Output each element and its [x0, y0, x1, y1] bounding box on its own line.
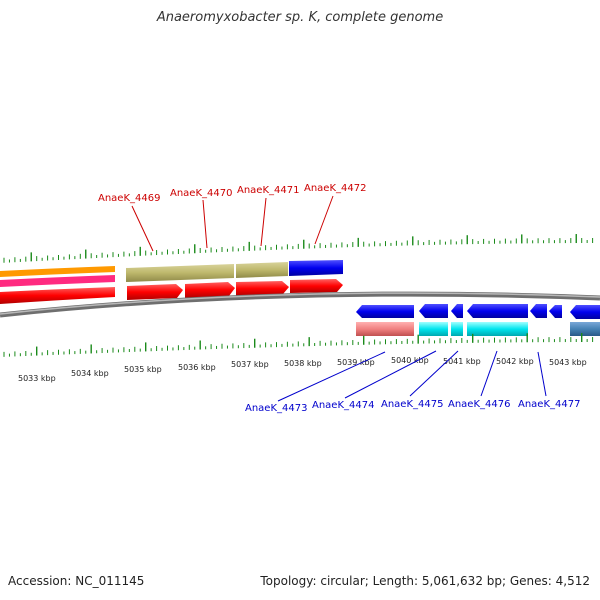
gene-leader-line [202, 199, 208, 249]
axis-label: 5041 kbp [443, 357, 481, 366]
outer-tick-marks [3, 234, 594, 263]
gene-label[interactable]: AnaeK_4469 [98, 193, 160, 204]
cyan-feature-1 [419, 322, 448, 336]
gene-label[interactable]: AnaeK_4470 [170, 188, 232, 199]
gene-leader-line [537, 351, 547, 397]
cds-arrow-4469 [127, 284, 183, 300]
axis-label: 5042 kbp [496, 357, 534, 366]
gene-leader-line [131, 205, 154, 252]
gene-label[interactable]: AnaeK_4474 [312, 400, 374, 411]
gene-label[interactable]: AnaeK_4472 [304, 183, 366, 194]
forward-cds-lane [0, 279, 343, 304]
cds-arrow-4475 [451, 304, 463, 318]
axis-label: 5039 kbp [337, 358, 375, 367]
gene-leader-line [409, 350, 459, 397]
axis-label: 5038 kbp [284, 359, 322, 368]
gene-label[interactable]: AnaeK_4477 [518, 399, 580, 410]
cds-arrow-4474 [419, 304, 448, 318]
gene-leader-line [480, 350, 498, 397]
cds-arrow-4471 [236, 281, 289, 296]
axis-label: 5034 kbp [71, 369, 109, 378]
gene-leader-line [314, 195, 334, 245]
axis-label: 5036 kbp [178, 363, 216, 372]
feature-lane-upper [0, 260, 343, 287]
cds-arrow-right [570, 305, 600, 319]
olive-feature-2 [236, 262, 288, 278]
magenta-feature [0, 275, 115, 287]
cds-arrow-4477b [549, 305, 562, 318]
cds-arrow-4472 [290, 279, 343, 293]
cyan-feature-3 [467, 322, 528, 336]
genome-summary: Topology: circular; Length: 5,061,632 bp… [260, 574, 590, 588]
gene-leader-line [277, 351, 386, 402]
gene-label[interactable]: AnaeK_4476 [448, 399, 510, 410]
genome-backbone-highlight [0, 292, 600, 315]
cds-arrow-4476 [467, 304, 528, 318]
gene-leader-line [260, 197, 267, 247]
steel-feature [570, 322, 600, 336]
reverse-cds-lane [356, 304, 600, 319]
gene-label-callouts: AnaeK_4469 AnaeK_4470 AnaeK_4471 AnaeK_4472… [98, 183, 580, 414]
axis-label: 5040 kbp [391, 356, 429, 365]
gene-label[interactable]: AnaeK_4473 [245, 403, 307, 414]
genome-backbone [0, 291, 600, 318]
olive-feature-1 [126, 264, 234, 282]
axis-label: 5043 kbp [549, 358, 587, 367]
gene-leader-line [344, 350, 437, 399]
cyan-feature-2 [451, 322, 463, 336]
feature-lane-lower [356, 322, 600, 336]
axis-label: 5033 kbp [18, 374, 56, 383]
orange-feature [0, 266, 115, 277]
gene-label[interactable]: AnaeK_4475 [381, 399, 443, 410]
kbp-axis-labels: 5033 kbp 5034 kbp 5035 kbp 5036 kbp 5037 kbp… [18, 356, 587, 383]
blue-feature [289, 260, 343, 276]
map-title: Anaeromyxobacter sp. K, complete genome [156, 10, 444, 25]
cds-arrow-4470 [185, 282, 235, 298]
accession-label: Accession: NC_011145 [8, 574, 145, 588]
axis-label: 5037 kbp [231, 360, 269, 369]
inner-tick-marks [3, 333, 594, 357]
gene-label[interactable]: AnaeK_4471 [237, 185, 299, 196]
pink-feature [356, 322, 414, 336]
cds-arrow-4473 [356, 305, 414, 318]
cds-arrow-forward-left [0, 287, 115, 304]
axis-label: 5035 kbp [124, 365, 162, 374]
cds-arrow-4477a [530, 304, 547, 318]
